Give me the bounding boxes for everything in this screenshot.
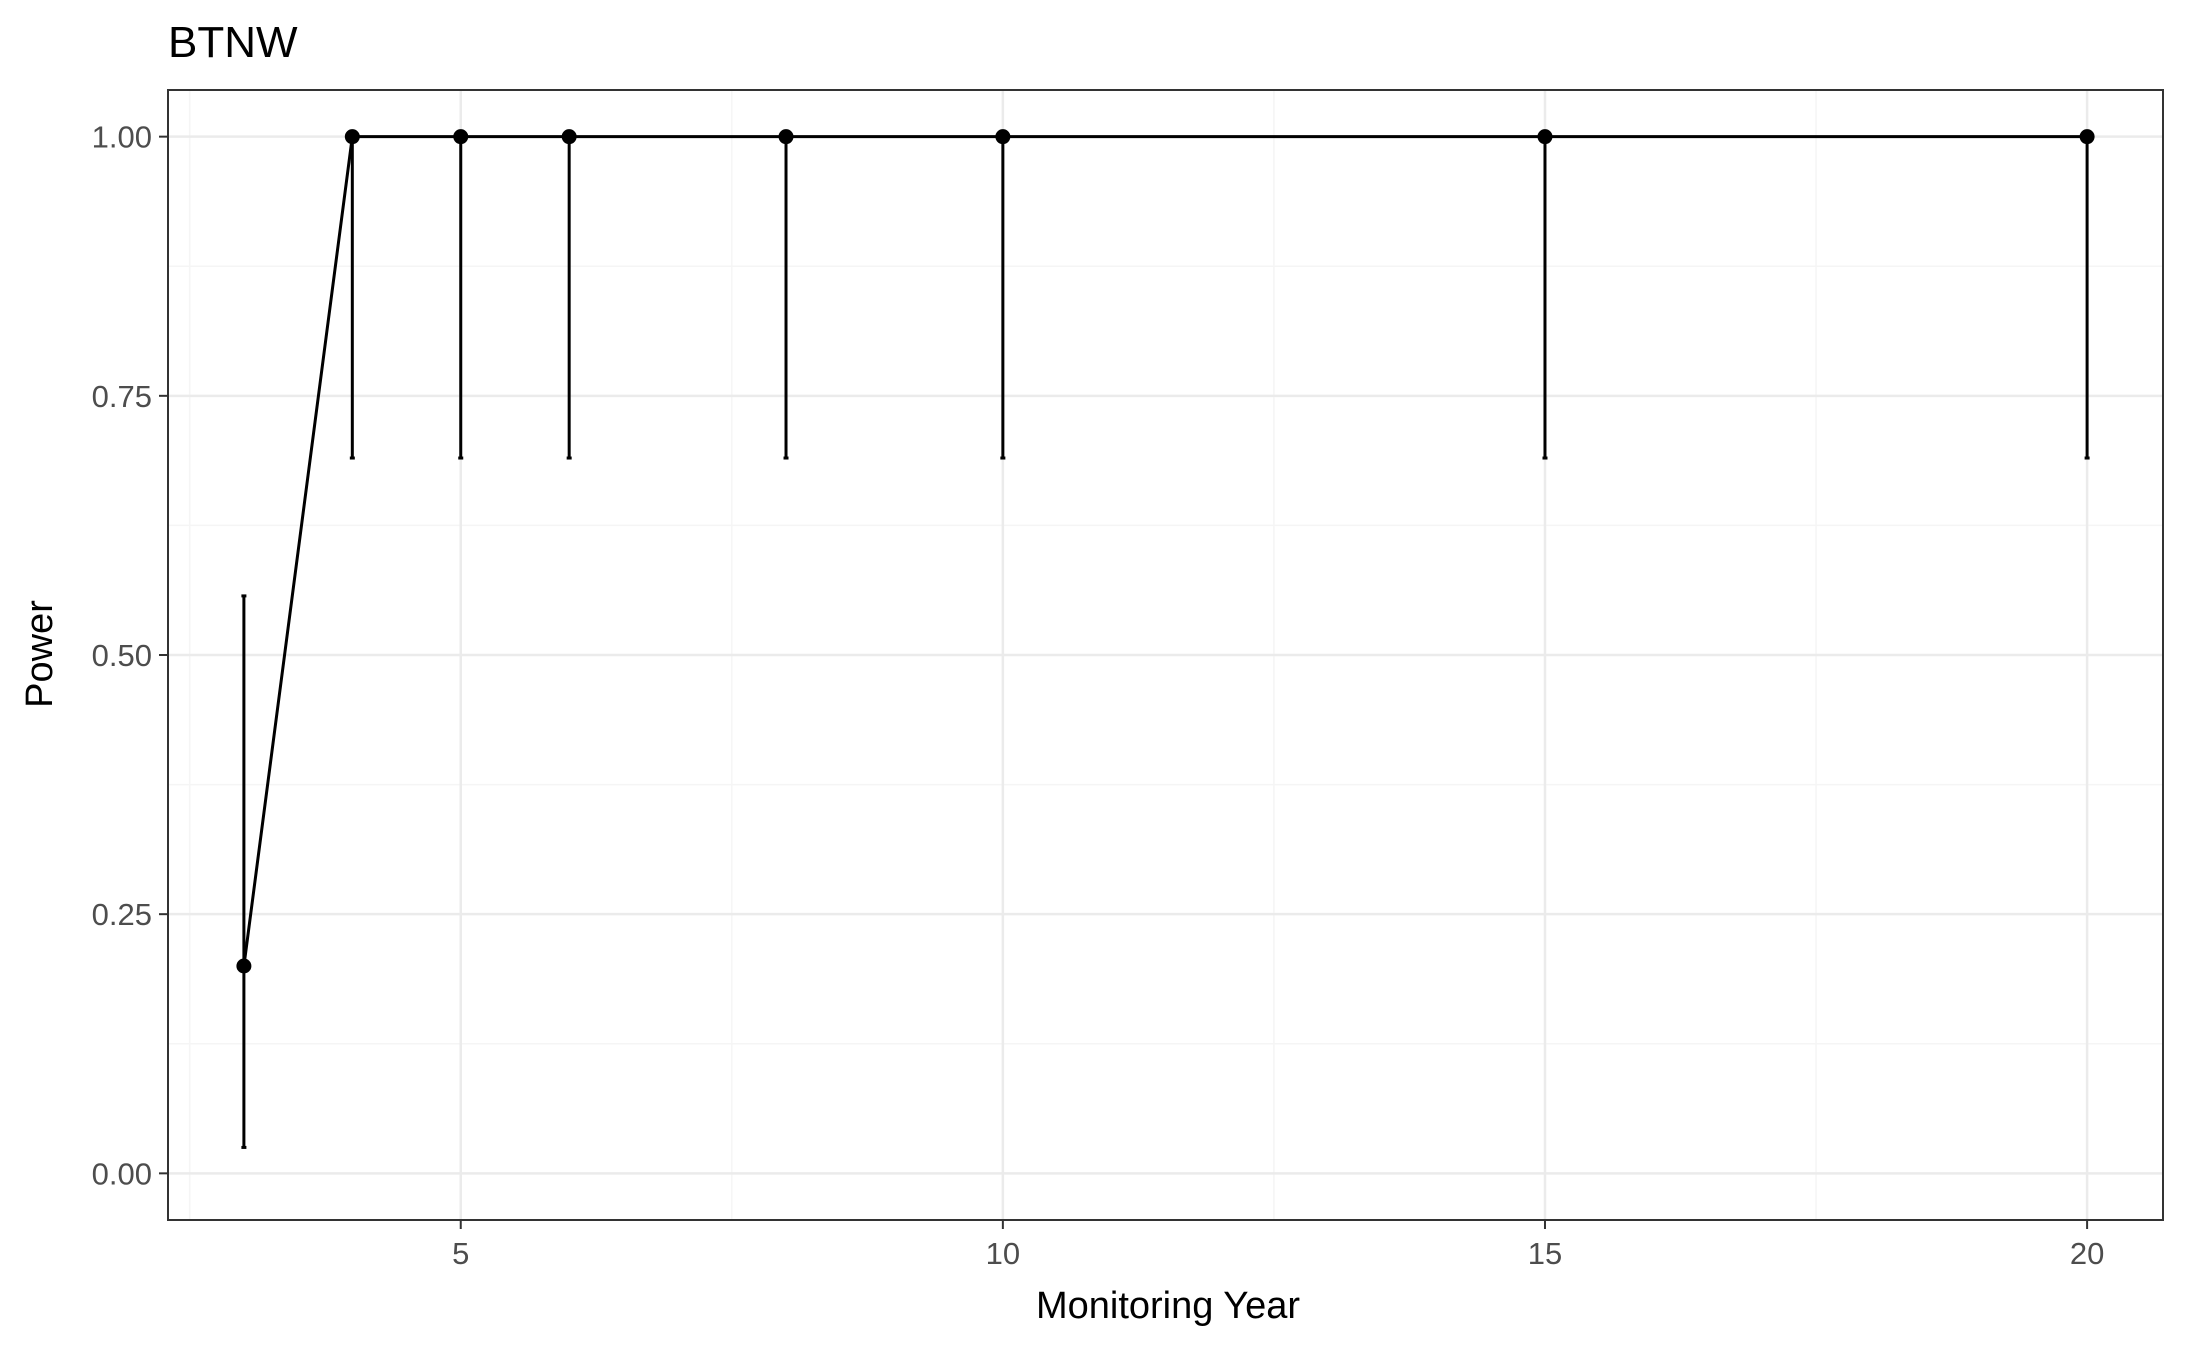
x-axis-title: Monitoring Year bbox=[1036, 1285, 1300, 1327]
x-tick-label: 15 bbox=[1528, 1236, 1562, 1271]
x-tick-label: 10 bbox=[986, 1236, 1020, 1271]
series-layer bbox=[236, 129, 2095, 1149]
data-point bbox=[236, 958, 252, 974]
y-tick-label: 1.00 bbox=[92, 120, 152, 155]
data-point bbox=[561, 129, 577, 145]
y-tick-label: 0.00 bbox=[92, 1156, 152, 1191]
y-tick-label: 0.25 bbox=[92, 897, 152, 932]
x-tick-label: 5 bbox=[452, 1236, 469, 1271]
series-line bbox=[242, 135, 2088, 967]
y-axis-title: Power bbox=[19, 600, 61, 708]
data-point bbox=[1537, 129, 1553, 145]
data-point bbox=[995, 129, 1011, 145]
grid-layer bbox=[168, 90, 2163, 1220]
data-point bbox=[2079, 129, 2095, 145]
x-tick-label: 20 bbox=[2070, 1236, 2104, 1271]
data-point bbox=[453, 129, 469, 145]
axis-layer: 5 10 15 20 0.00 0.25 0.50 0.75 1.00 bbox=[92, 89, 2164, 1271]
y-tick-label: 0.75 bbox=[92, 379, 152, 414]
data-point bbox=[778, 129, 794, 145]
data-point bbox=[344, 129, 360, 145]
y-tick-label: 0.50 bbox=[92, 638, 152, 673]
chart-title: BTNW bbox=[168, 18, 298, 67]
